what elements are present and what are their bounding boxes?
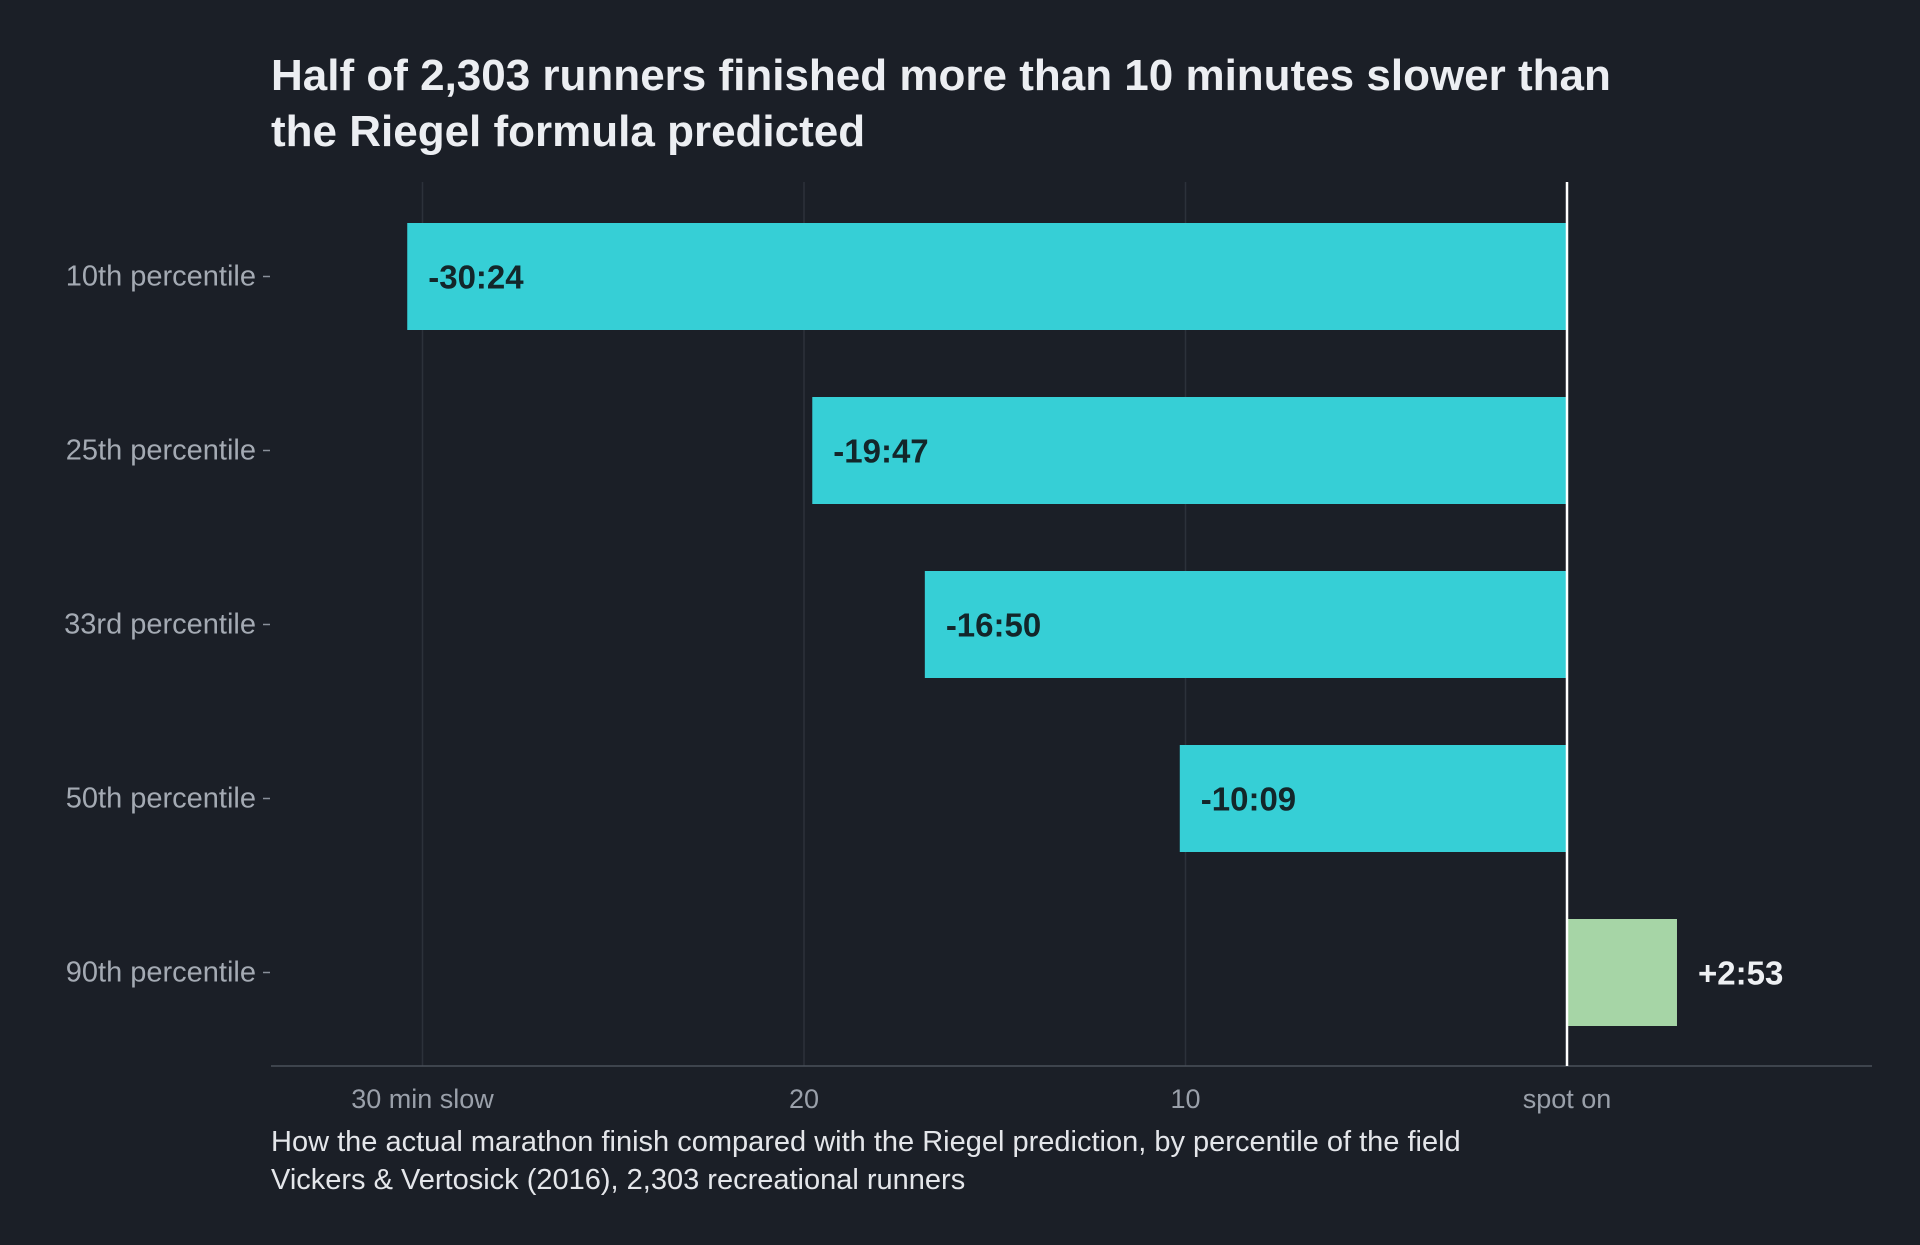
data-label-3: -16:50 <box>946 607 1041 644</box>
axes: 30 min slow 20 10 spot on 10th percentile 25t… <box>64 182 1872 1114</box>
x-tick-label-3: spot on <box>1523 1084 1612 1114</box>
category-label-5: 90th percentile <box>66 957 256 989</box>
category-label-1: 10th percentile <box>66 261 256 293</box>
chart-subtitle: How the actual marathon finish compared … <box>271 1126 1461 1158</box>
x-tick-label-0: 30 min slow <box>351 1084 494 1114</box>
x-tick-label-1: 20 <box>789 1084 819 1114</box>
bars <box>407 223 1677 1026</box>
x-tick-label-2: 10 <box>1170 1084 1200 1114</box>
category-label-4: 50th percentile <box>66 783 256 815</box>
bar-3 <box>924 571 1567 678</box>
bar-1 <box>407 223 1567 330</box>
category-label-3: 33rd percentile <box>64 609 256 641</box>
bar-2 <box>812 397 1567 504</box>
data-labels: -30:24 -19:47 -16:50 -10:09 +2:53 <box>428 259 1783 992</box>
data-label-2: -19:47 <box>833 433 928 470</box>
bar-4 <box>1179 745 1567 852</box>
bar-5 <box>1567 919 1677 1026</box>
category-label-2: 25th percentile <box>66 435 256 467</box>
data-label-4: -10:09 <box>1201 781 1296 818</box>
chart-source: Vickers & Vertosick (2016), 2,303 recrea… <box>271 1164 966 1196</box>
data-label-5: +2:53 <box>1698 955 1783 992</box>
data-label-1: -30:24 <box>428 259 524 296</box>
chart-title: Half of 2,303 runners finished more than… <box>271 51 1611 156</box>
